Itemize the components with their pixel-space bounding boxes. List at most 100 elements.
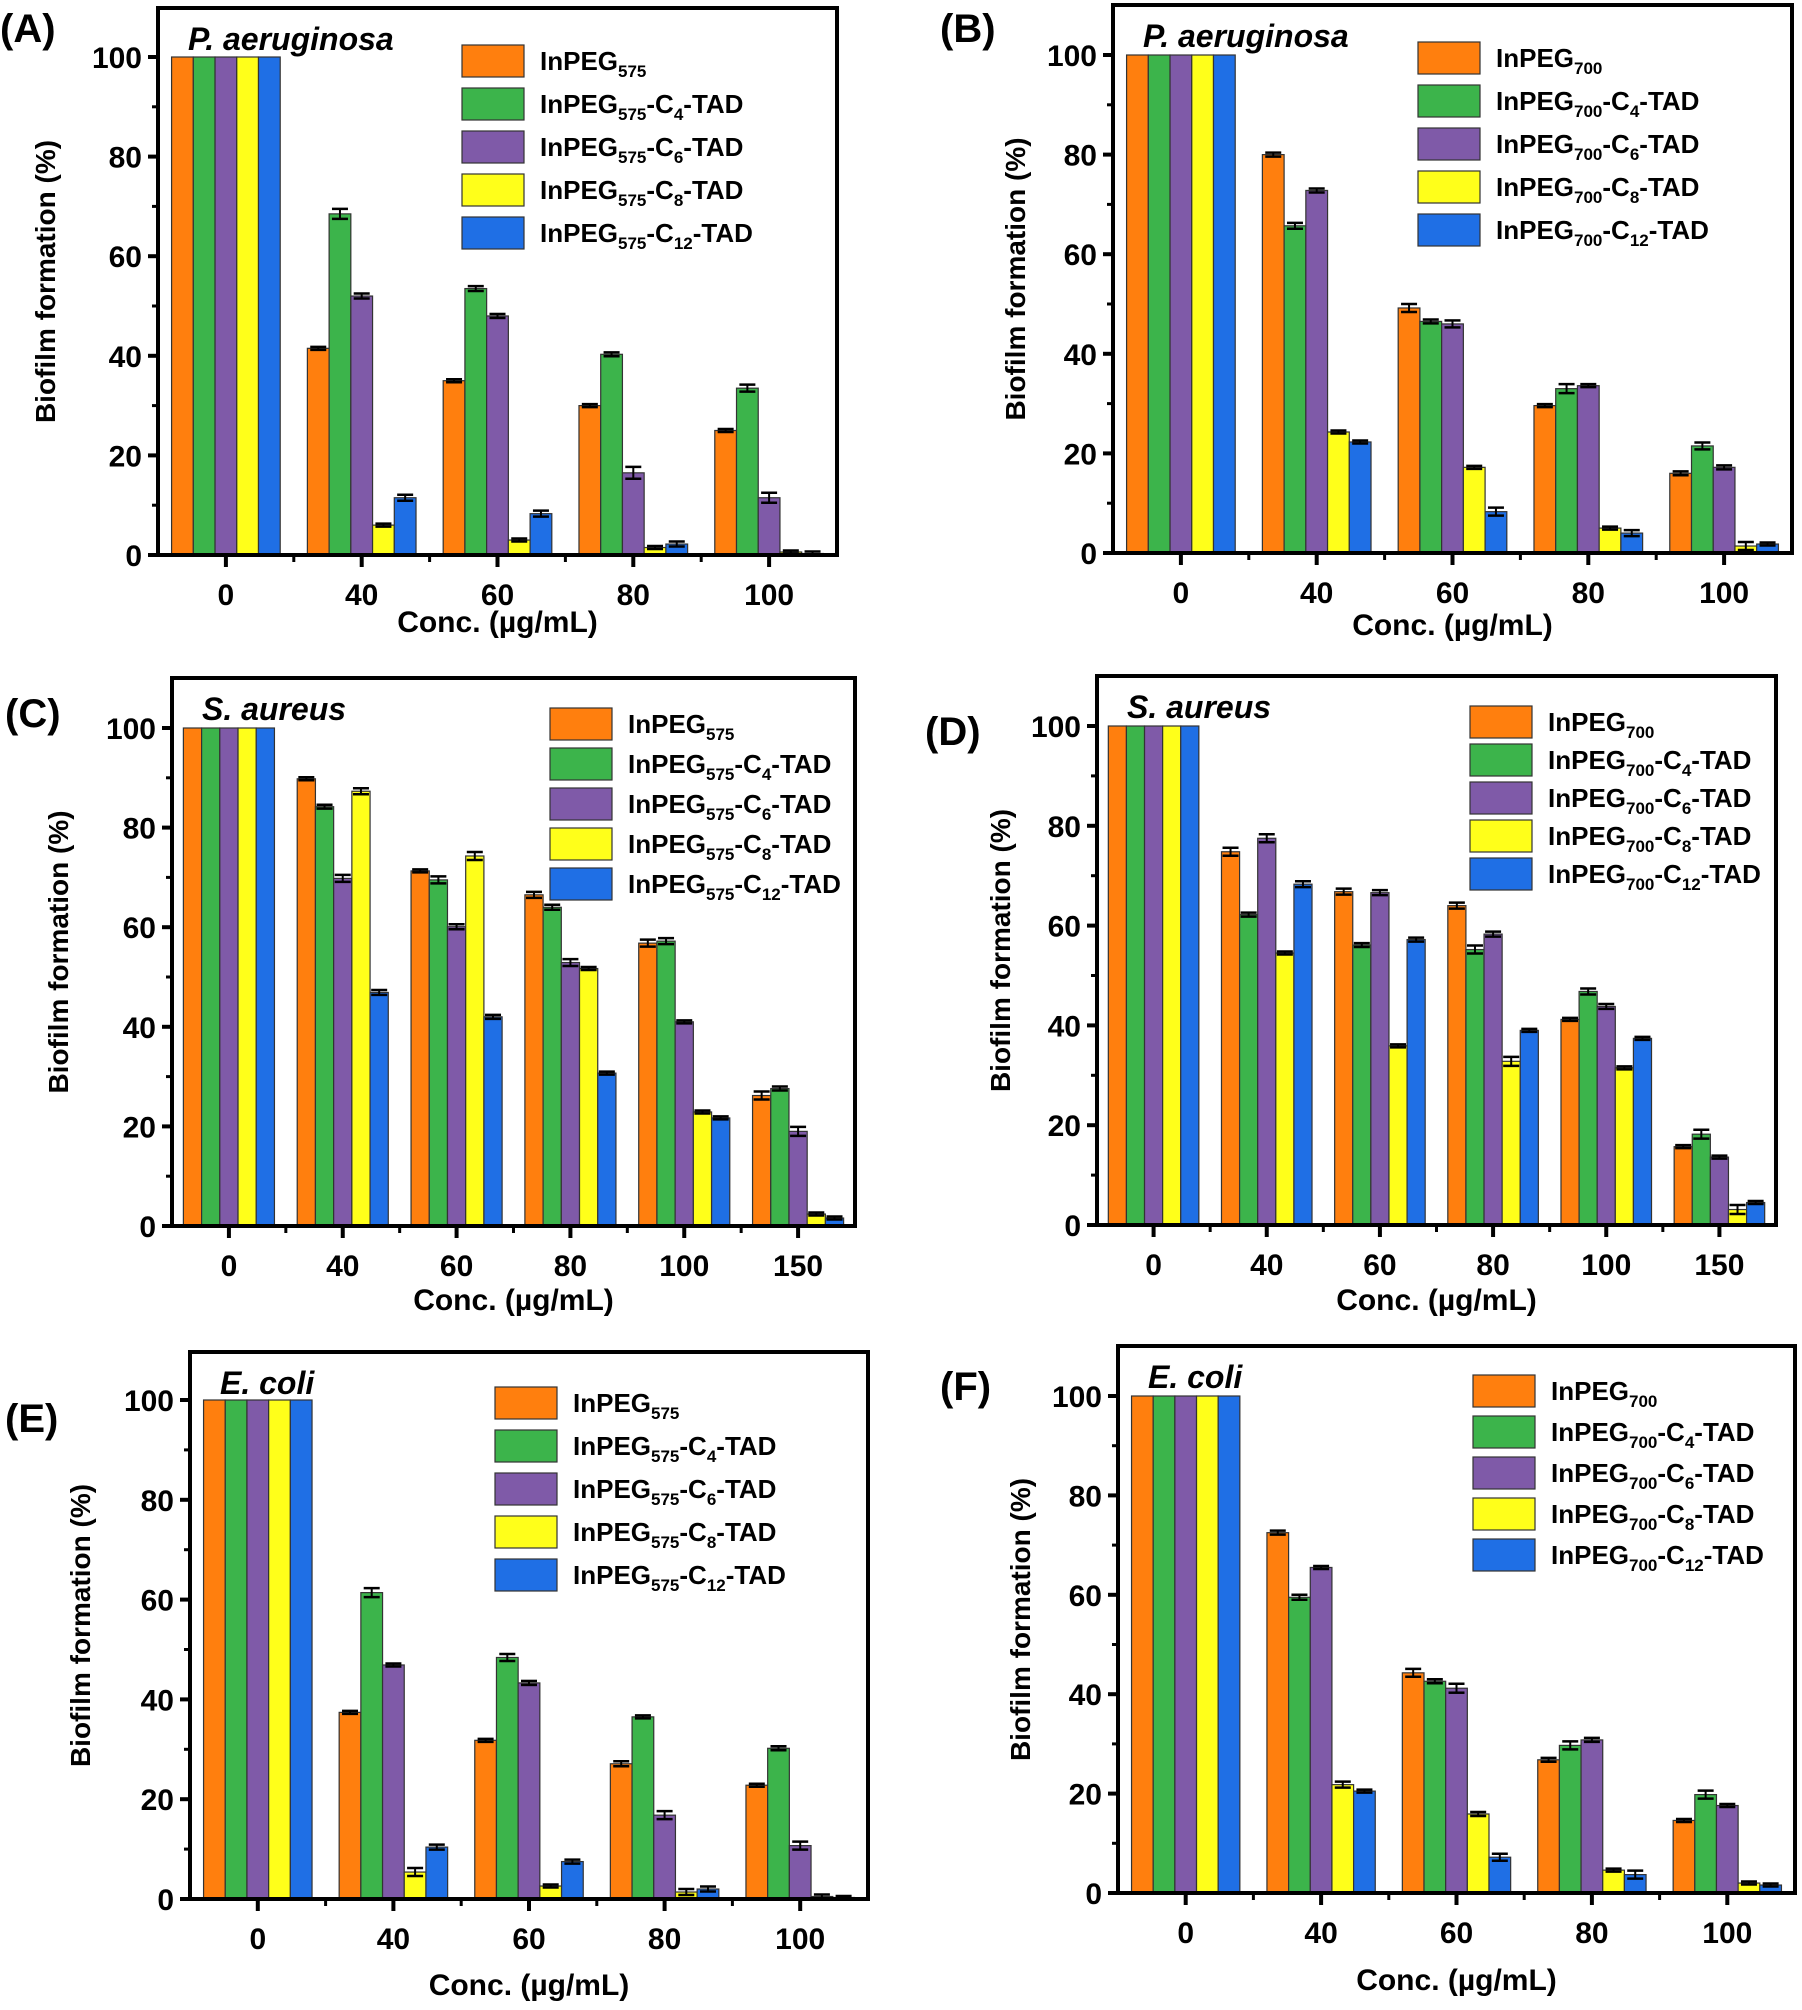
bar	[1555, 388, 1579, 554]
bar	[1715, 1804, 1739, 1894]
organism-label: E. coli	[1148, 1359, 1243, 1395]
legend-swatch	[1472, 1374, 1536, 1408]
legend-label: InPEG700-C12-TAD	[1551, 1540, 1764, 1575]
legend-swatch	[461, 87, 525, 121]
bar	[360, 1592, 384, 1900]
bar	[1331, 1784, 1355, 1894]
bar	[1169, 54, 1193, 554]
bar	[1602, 1869, 1625, 1894]
panel-label: (E)	[5, 1397, 58, 1441]
legend-label: InPEG575-C12-TAD	[540, 218, 753, 253]
y-tick-label: 0	[1064, 1210, 1081, 1243]
bar	[1288, 1596, 1311, 1894]
bar	[1334, 891, 1354, 1226]
legend-label: InPEG575-C4-TAD	[573, 1431, 776, 1466]
bar	[631, 1716, 655, 1900]
legend-label: InPEG700	[1496, 43, 1602, 78]
bar	[1419, 320, 1443, 554]
bar	[638, 942, 658, 1227]
y-tick-label: 0	[139, 1211, 156, 1244]
bar	[495, 1656, 519, 1900]
y-tick-label: 80	[1048, 811, 1081, 844]
x-tick-label: 80	[648, 1923, 681, 1956]
legend-label: InPEG575-C8-TAD	[628, 829, 831, 864]
organism-label: E. coli	[220, 1365, 315, 1401]
bar	[1125, 725, 1146, 1226]
bar	[1441, 323, 1464, 554]
bar	[1447, 905, 1467, 1226]
legend-swatch	[1417, 84, 1481, 118]
y-axis-label: Biofilm formation (%)	[30, 140, 61, 423]
legend-swatch	[461, 130, 525, 164]
y-tick-label: 20	[1048, 1110, 1081, 1143]
panel-label: (D)	[925, 710, 981, 754]
bar	[425, 1846, 449, 1900]
organism-label: S. aureus	[1127, 689, 1271, 725]
bar	[1488, 1856, 1512, 1894]
bar	[371, 524, 395, 556]
bar	[1261, 154, 1285, 554]
legend-swatch	[494, 1515, 558, 1549]
legend-item: InPEG575-C6-TAD	[549, 787, 831, 824]
x-tick-label: 0	[1145, 1249, 1162, 1282]
legend-item: InPEG575-C8-TAD	[461, 173, 743, 210]
legend-item: InPEG700	[1417, 41, 1602, 78]
panel-label: (C)	[5, 692, 61, 736]
legend-label: InPEG575-C4-TAD	[628, 749, 831, 784]
legend-label: InPEG700-C12-TAD	[1548, 859, 1761, 894]
x-tick-label: 60	[481, 579, 514, 612]
legend-item: InPEG700-C8-TAD	[1469, 819, 1751, 856]
y-tick-label: 100	[1031, 711, 1081, 744]
bar	[1305, 189, 1329, 554]
legend-swatch	[494, 1472, 558, 1506]
legend: InPEG700InPEG700-C4-TADInPEG700-C6-TADIn…	[1469, 705, 1761, 894]
legend-item: InPEG575-C12-TAD	[461, 216, 753, 253]
y-tick-label: 100	[1052, 1381, 1102, 1414]
y-tick-label: 100	[1047, 40, 1097, 73]
chart-panel-b: (B) P. aeruginosa 0 20 40 60 80 100 0 40 60 80 100 Co…	[940, 3, 1794, 642]
bar	[393, 497, 417, 556]
y-axis-label: Biofilm formation (%)	[1005, 1478, 1036, 1761]
x-tick-label: 40	[345, 579, 378, 612]
x-tick-label: 0	[221, 1250, 238, 1283]
y-tick-label: 0	[1085, 1878, 1102, 1911]
bar	[428, 879, 449, 1227]
bar	[483, 1016, 503, 1227]
bar	[1673, 1146, 1693, 1226]
bar	[714, 429, 738, 556]
y-tick-label: 20	[1069, 1779, 1102, 1812]
bar	[182, 727, 203, 1227]
organism-label: P. aeruginosa	[1143, 18, 1349, 54]
bar	[1598, 527, 1622, 554]
x-axis-label: Conc. (µg/mL)	[397, 606, 598, 639]
bar	[767, 1747, 790, 1900]
legend-item: InPEG700-C8-TAD	[1472, 1497, 1754, 1534]
x-tick-label: 100	[744, 579, 794, 612]
legend-item: InPEG575	[461, 44, 646, 81]
bar	[609, 1763, 633, 1900]
bar	[1212, 54, 1236, 554]
legend-label: InPEG575-C6-TAD	[573, 1474, 776, 1509]
bar	[219, 727, 239, 1227]
chart-panel-a: (A) P. aeruginosa 0 20 40 60 80 100 0 40 60 80 100 Co…	[0, 6, 839, 639]
legend-item: InPEG575-C4-TAD	[494, 1429, 776, 1466]
bar	[1484, 511, 1508, 554]
bar	[255, 727, 276, 1227]
legend-label: InPEG575-C6-TAD	[540, 132, 743, 167]
bar	[1143, 725, 1164, 1226]
legend-label: InPEG575-C6-TAD	[628, 789, 831, 824]
y-tick-label: 40	[123, 1012, 156, 1045]
y-tick-label: 40	[1064, 339, 1097, 372]
y-tick-label: 100	[106, 713, 156, 746]
bar	[1401, 1672, 1425, 1894]
bar	[1580, 1739, 1604, 1894]
legend-item: InPEG575-C12-TAD	[549, 867, 841, 904]
bar	[1423, 1680, 1447, 1894]
x-tick-label: 80	[617, 579, 650, 612]
x-axis-label: Conc. (µg/mL)	[1352, 609, 1553, 642]
legend-item: InPEG700	[1472, 1374, 1657, 1411]
bar	[1388, 1045, 1408, 1226]
x-tick-label: 60	[1440, 1917, 1473, 1950]
bar	[1596, 1005, 1616, 1226]
bar	[517, 1682, 541, 1900]
